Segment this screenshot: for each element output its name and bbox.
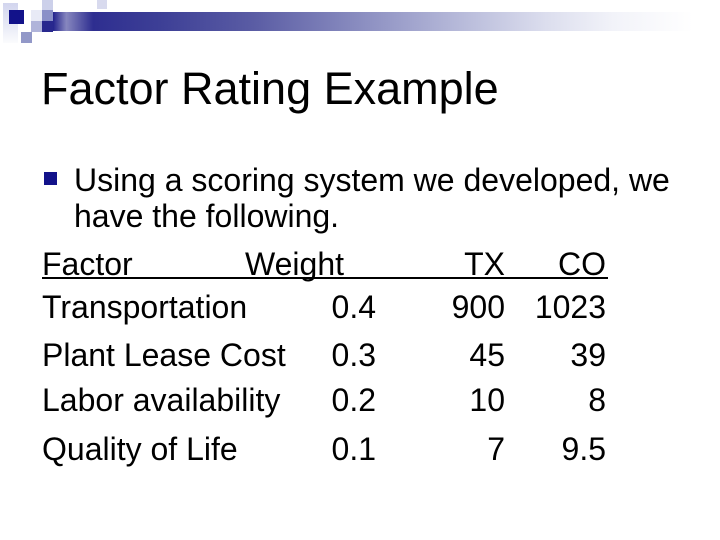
gradient-bar (53, 12, 720, 31)
mosaic-square (97, 0, 107, 9)
factor-cell: Plant Lease Cost (42, 337, 286, 373)
tx-cell: 7 (487, 431, 505, 467)
factor-cell: Transportation (42, 289, 248, 325)
slide-title: Factor Rating Example (41, 63, 499, 114)
co-cell: 39 (570, 337, 606, 373)
header-co: CO (558, 246, 606, 282)
tx-cell: 900 (451, 289, 505, 325)
weight-cell: 0.3 (331, 337, 376, 373)
co-cell: 9.5 (561, 431, 606, 467)
factor-cell: Labor availability (42, 382, 281, 418)
mosaic-square (42, 10, 53, 21)
mosaic-square (42, 0, 53, 10)
weight-cell: 0.4 (331, 289, 376, 325)
bullet-line: Using a scoring system we developed, we (74, 162, 670, 198)
co-cell: 8 (588, 382, 606, 418)
weight-cell: 0.2 (331, 382, 376, 418)
bullet-line: have the following. (74, 198, 340, 234)
mosaic-square (21, 32, 32, 43)
header-weight: Weight (245, 246, 345, 282)
factor-cell: Quality of Life (42, 431, 238, 467)
mosaic-square (31, 21, 42, 32)
bullet-square-icon (44, 172, 57, 185)
mosaic-square (31, 10, 42, 21)
tx-cell: 10 (469, 382, 505, 418)
co-cell: 1023 (534, 289, 606, 325)
tx-cell: 45 (469, 337, 505, 373)
weight-cell: 0.1 (331, 431, 376, 467)
mosaic-square-navy (9, 10, 24, 24)
mosaic-square (42, 21, 53, 32)
header-factor: Factor (42, 246, 133, 282)
header-underline (42, 277, 608, 279)
header-tx: TX (464, 246, 505, 282)
bullet-paragraph: Using a scoring system we developed, we … (74, 162, 694, 234)
